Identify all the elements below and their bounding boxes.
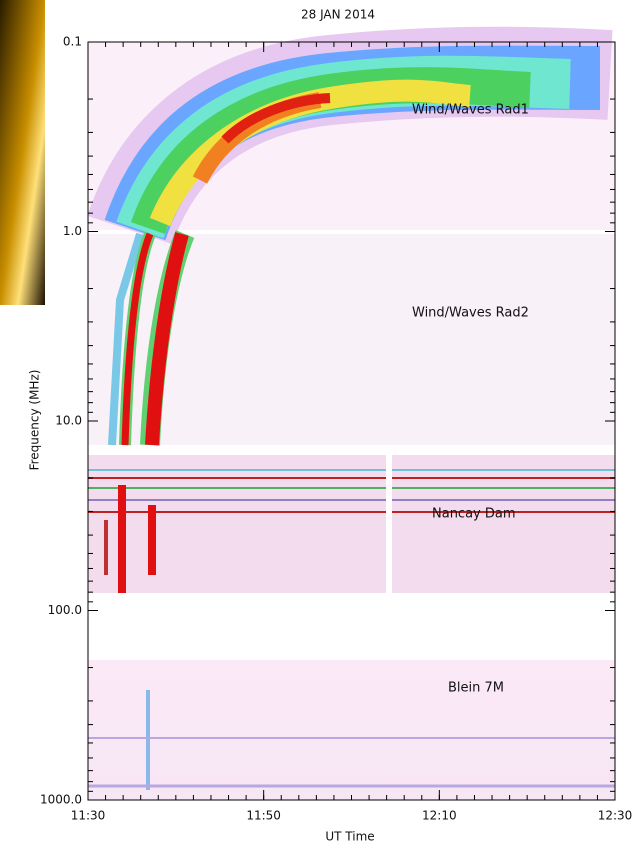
- x-tick-label: 12:30: [598, 809, 633, 823]
- x-tick-label: 11:30: [71, 809, 106, 823]
- band-label: Wind/Waves Rad2: [412, 306, 529, 321]
- y-tick-label: 0.1: [63, 35, 82, 49]
- band-label: Nancay Dam: [432, 507, 516, 522]
- x-tick-label: 11:50: [246, 809, 281, 823]
- y-axis-label: Frequency (MHz): [28, 370, 42, 471]
- x-axis-label: UT Time: [325, 830, 374, 844]
- x-tick-label: 12:10: [422, 809, 457, 823]
- y-tick-label: 1.0: [63, 224, 82, 238]
- chart-title: 28 JAN 2014: [301, 8, 375, 22]
- y-tick-label: 100.0: [48, 603, 82, 617]
- spectrogram-image: [87, 26, 615, 800]
- solar-image: [0, 0, 45, 305]
- band-label: Blein 7M: [448, 681, 504, 696]
- band-label: Wind/Waves Rad1: [412, 103, 529, 118]
- y-tick-label: 10.0: [55, 414, 82, 428]
- y-tick-label: 1000.0: [40, 793, 82, 807]
